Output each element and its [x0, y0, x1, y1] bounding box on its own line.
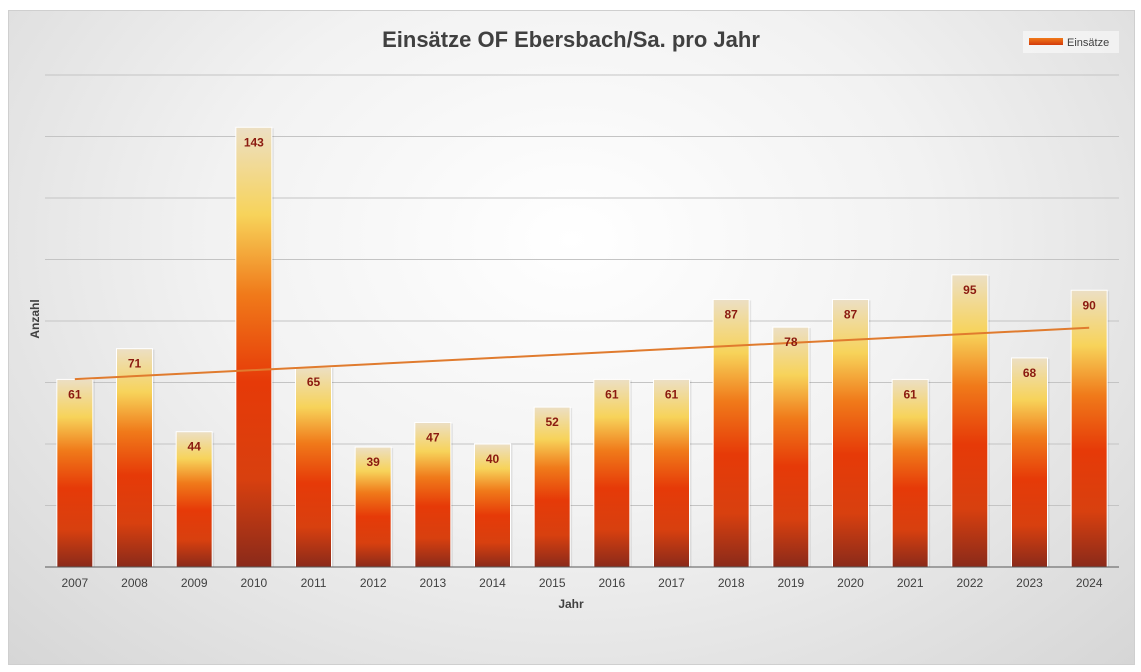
data-label-2015: 52 [545, 415, 559, 429]
bar-2013 [414, 421, 452, 568]
x-tick-2011: 2011 [301, 576, 327, 590]
x-tick-2018: 2018 [718, 576, 745, 590]
y-axis-title: Anzahl [28, 299, 42, 338]
legend: Einsätze [1023, 31, 1119, 53]
data-label-2017: 61 [665, 387, 679, 401]
bar-2017 [653, 378, 690, 568]
trendline [74, 326, 1090, 381]
bar-2008 [116, 348, 153, 568]
bar-2007 [56, 378, 94, 568]
x-tick-2020: 2020 [837, 576, 864, 590]
data-label-2007: 61 [68, 387, 82, 401]
gridlines [45, 74, 1119, 506]
bar-2012 [354, 446, 392, 568]
x-tick-2016: 2016 [598, 576, 625, 590]
x-tick-2012: 2012 [360, 576, 387, 590]
x-tick-2015: 2015 [539, 576, 566, 590]
data-label-2009: 44 [187, 440, 201, 454]
trendline-group [74, 326, 1090, 381]
data-label-2016: 61 [605, 387, 619, 401]
legend-label: Einsätze [1067, 37, 1109, 49]
chart-svg: Einsätze OF Ebersbach/Sa. pro Jahr Einsä… [28, 27, 1119, 611]
chart-area: Einsätze OF Ebersbach/Sa. pro Jahr Einsä… [8, 10, 1135, 665]
chart-title: Einsätze OF Ebersbach/Sa. pro Jahr [382, 27, 760, 52]
bars [56, 126, 1110, 568]
bar-2024 [1070, 289, 1108, 568]
data-label-2011: 65 [307, 375, 321, 389]
bar-2014 [474, 443, 511, 568]
data-label-2014: 40 [486, 452, 500, 466]
bar-2016 [593, 378, 631, 568]
data-labels: 61 71 44 143 65 39 47 40 52 61 61 87 78 87 61 95 68 90 [68, 135, 1096, 469]
data-label-2018: 87 [724, 307, 738, 321]
data-label-2022: 95 [963, 283, 977, 297]
data-label-2020: 87 [844, 307, 858, 321]
x-tick-2013: 2013 [419, 576, 446, 590]
data-label-2008: 71 [128, 357, 142, 371]
x-tick-2017: 2017 [658, 576, 685, 590]
bar-2010 [235, 126, 273, 568]
legend-box [1023, 31, 1119, 53]
bar-2022 [951, 274, 989, 568]
data-label-2010: 143 [244, 135, 264, 149]
x-tick-2021: 2021 [897, 576, 924, 590]
data-label-2019: 78 [784, 335, 798, 349]
bar-2015 [533, 406, 571, 568]
x-tick-2008: 2008 [121, 576, 148, 590]
x-tick-labels: 2007 2008 2009 2010 2011 2012 2013 2014 2015 2016… [61, 576, 1102, 590]
data-label-2023: 68 [1023, 366, 1037, 380]
x-tick-2007: 2007 [61, 576, 88, 590]
bar-2021 [891, 378, 929, 568]
x-tick-2022: 2022 [956, 576, 983, 590]
data-label-2012: 39 [366, 455, 380, 469]
bar-2019 [772, 326, 810, 568]
bar-2018 [712, 298, 750, 568]
x-tick-2024: 2024 [1076, 576, 1103, 590]
x-tick-2010: 2010 [240, 576, 267, 590]
data-label-2021: 61 [903, 387, 917, 401]
x-tick-2014: 2014 [479, 576, 506, 590]
x-tick-2019: 2019 [777, 576, 804, 590]
bar-2023 [1011, 357, 1048, 568]
bar-2011 [295, 366, 332, 568]
legend-swatch [1029, 38, 1063, 45]
data-label-2024: 90 [1082, 298, 1096, 312]
bar-2020 [832, 298, 869, 568]
x-axis-title: Jahr [558, 597, 584, 611]
data-label-2013: 47 [426, 430, 440, 444]
x-tick-2023: 2023 [1016, 576, 1043, 590]
x-tick-2009: 2009 [181, 576, 208, 590]
